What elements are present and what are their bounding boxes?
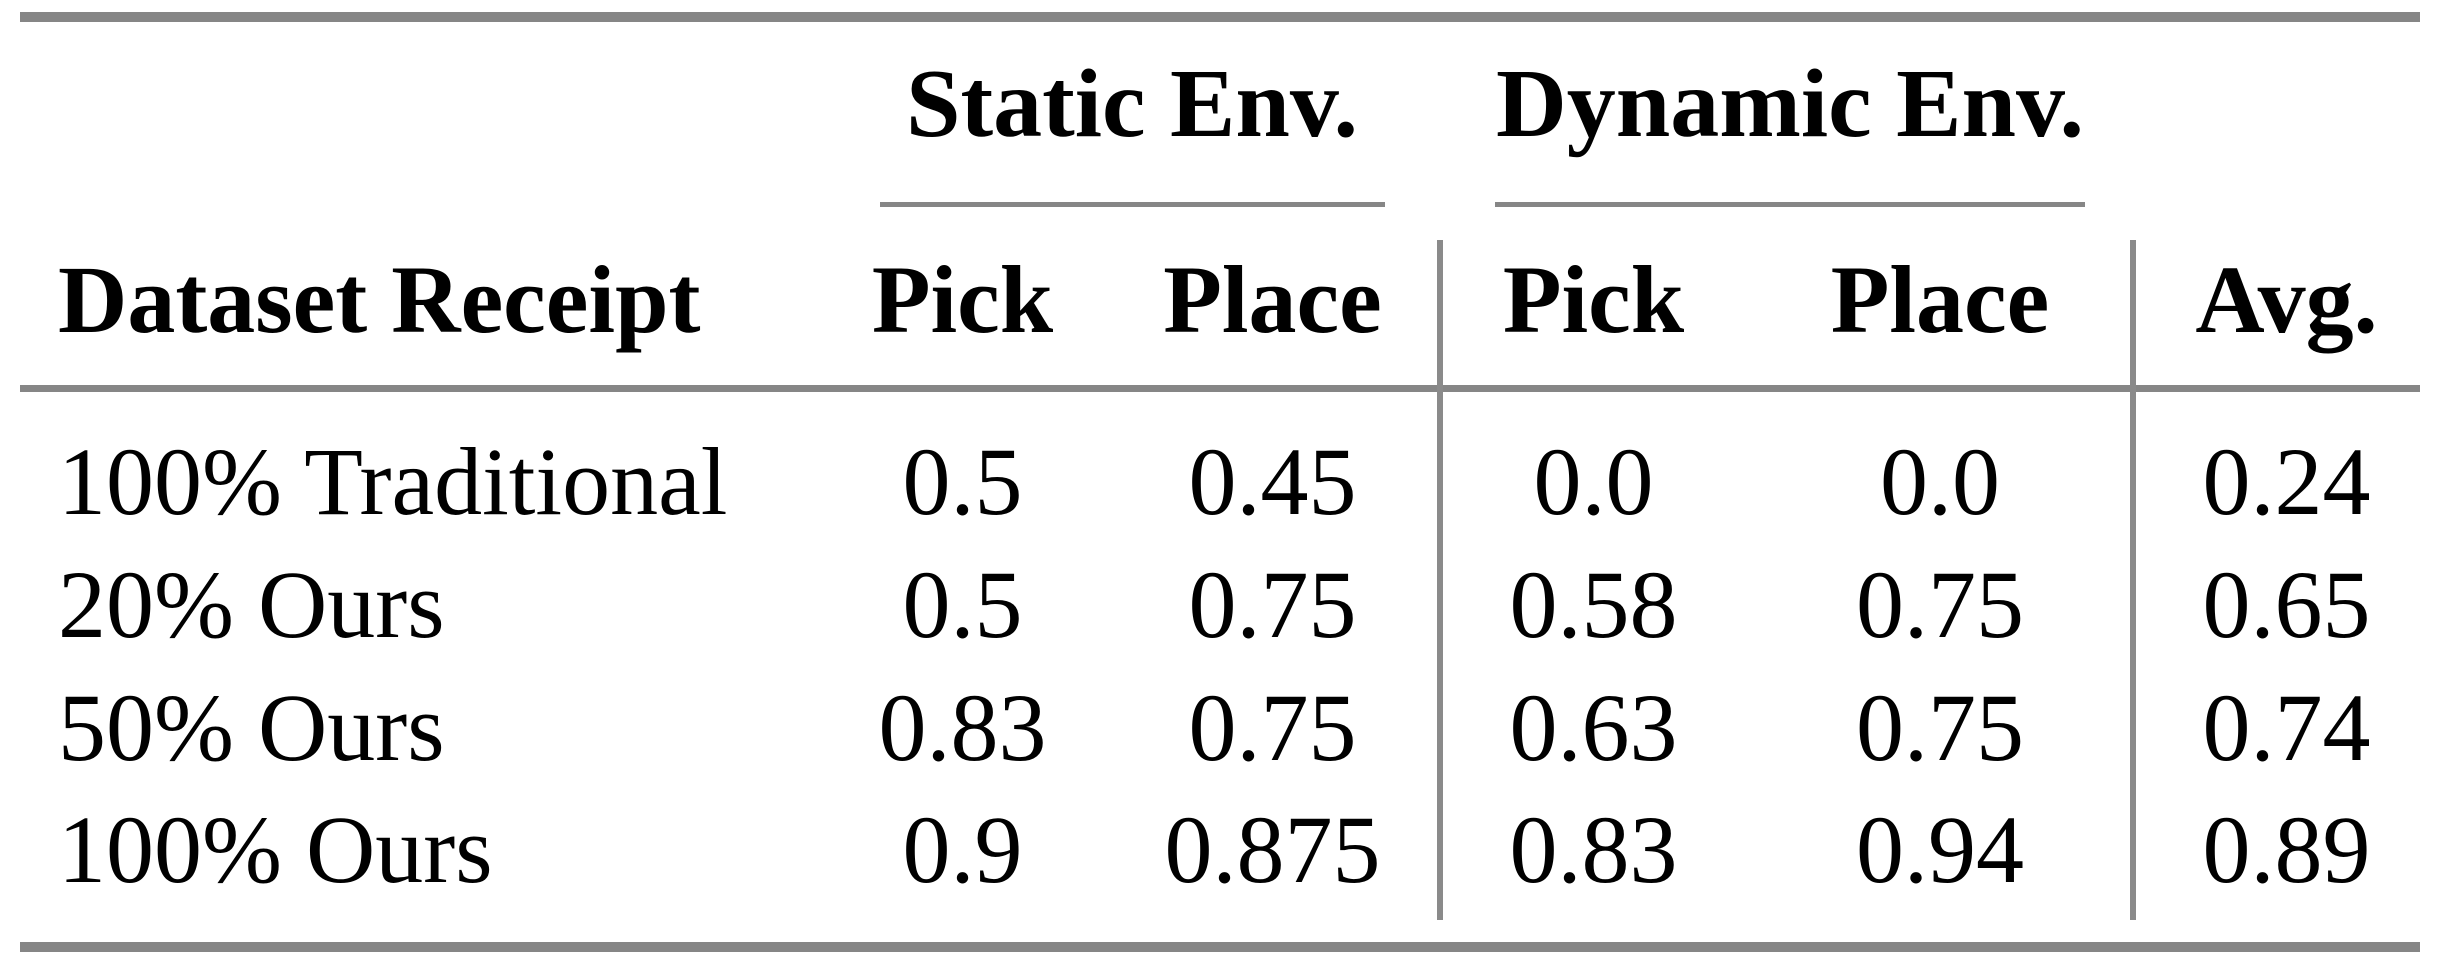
- column-header-dynamic-place: Place: [1830, 246, 2050, 353]
- header-midrule: [20, 385, 2420, 392]
- top-rule: [20, 12, 2420, 22]
- column-header-dynamic-pick: Pick: [1502, 246, 1685, 353]
- cell-static-pick: 0.83: [878, 674, 1047, 781]
- row-label: 50% Ours: [58, 674, 445, 781]
- cell-static-place: 0.75: [1188, 551, 1357, 658]
- cell-avg: 0.24: [2202, 428, 2371, 535]
- cell-dynamic-pick: 0.83: [1509, 796, 1678, 903]
- cell-dynamic-place: 0.75: [1856, 674, 2024, 781]
- dynamic-group-underline: [1495, 202, 2085, 207]
- cell-static-place: 0.75: [1188, 674, 1357, 781]
- cell-dynamic-place: 0.0: [1880, 428, 2000, 535]
- cell-static-pick: 0.5: [902, 428, 1023, 535]
- static-group-underline: [880, 202, 1385, 207]
- cell-avg: 0.89: [2202, 796, 2371, 903]
- column-separator-static-dynamic: [1437, 240, 1443, 920]
- table-row: 100% Ours 0.9 0.875 0.83 0.94 0.89: [0, 788, 2440, 912]
- cell-dynamic-pick: 0.0: [1533, 428, 1654, 535]
- cell-static-pick: 0.5: [902, 551, 1023, 658]
- cell-static-place: 0.875: [1164, 796, 1381, 903]
- cell-dynamic-pick: 0.58: [1509, 551, 1678, 658]
- bottom-rule: [20, 942, 2420, 952]
- column-header-dataset-receipt: Dataset Receipt: [58, 246, 701, 353]
- cell-dynamic-pick: 0.63: [1509, 674, 1678, 781]
- row-label: 100% Traditional: [58, 428, 728, 535]
- column-header-avg: Avg.: [2195, 246, 2378, 353]
- column-separator-avg: [2130, 240, 2136, 920]
- cell-dynamic-place: 0.75: [1856, 551, 2024, 658]
- table-row: 20% Ours 0.5 0.75 0.58 0.75 0.65: [0, 543, 2440, 667]
- column-header-static-pick: Pick: [871, 246, 1054, 353]
- table-row: 100% Traditional 0.5 0.45 0.0 0.0 0.24: [0, 420, 2440, 544]
- row-label: 100% Ours: [58, 796, 493, 903]
- group-header-static-env: Static Env.: [906, 50, 1358, 158]
- table-row: 50% Ours 0.83 0.75 0.63 0.75 0.74: [0, 666, 2440, 790]
- cell-avg: 0.74: [2202, 674, 2371, 781]
- cell-static-pick: 0.9: [902, 796, 1023, 903]
- column-header-static-place: Place: [1163, 246, 1382, 353]
- cell-avg: 0.65: [2202, 551, 2371, 658]
- cell-static-place: 0.45: [1188, 428, 1357, 535]
- header-row: Dataset Receipt Pick Place Pick Place Av…: [0, 238, 2440, 362]
- group-header-dynamic-env: Dynamic Env.: [1495, 50, 2085, 158]
- row-label: 20% Ours: [58, 551, 445, 658]
- cell-dynamic-place: 0.94: [1856, 796, 2024, 903]
